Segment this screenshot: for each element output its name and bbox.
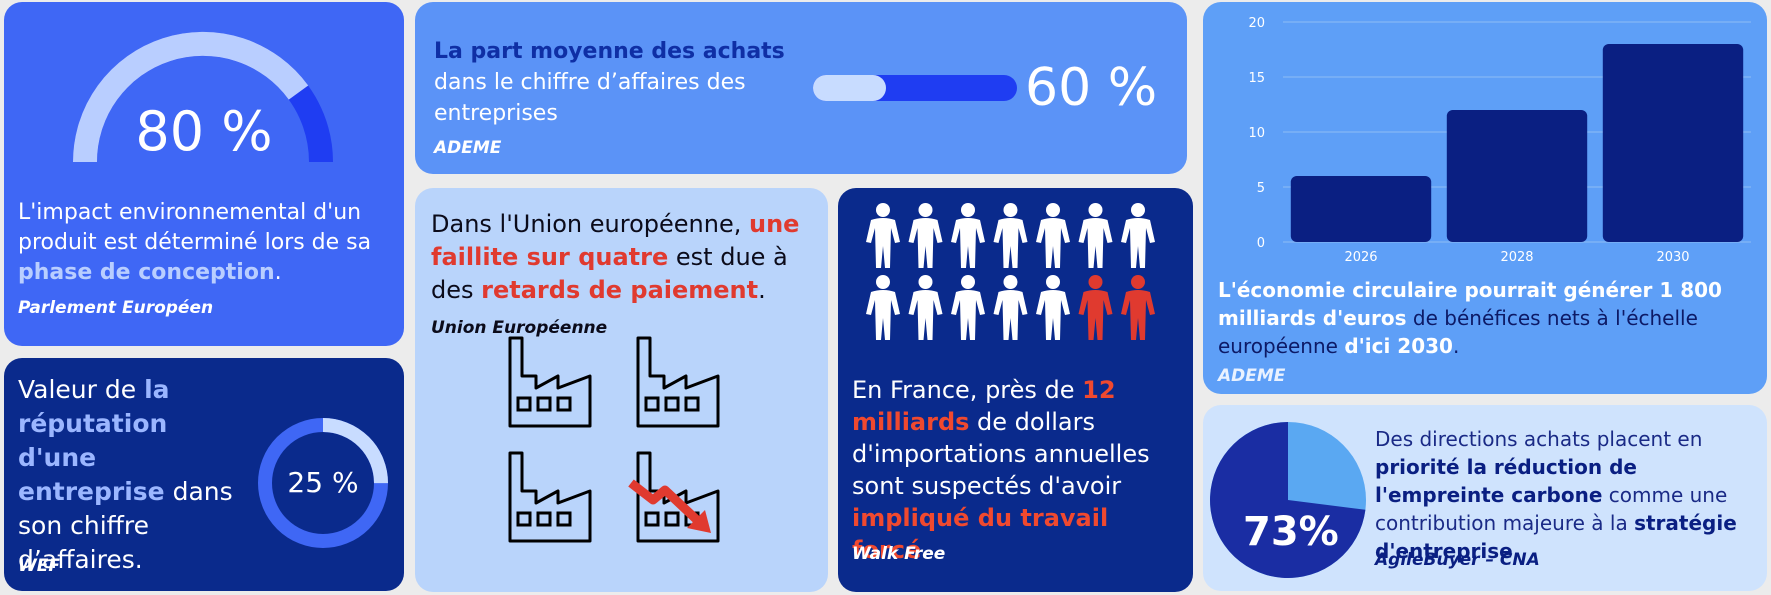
person-icon [866, 275, 900, 340]
person-icon [1078, 203, 1113, 268]
person-icon [1036, 275, 1070, 340]
card-text: La part moyenne des achats dans le chiff… [434, 36, 814, 129]
y-tick-label: 5 [1257, 181, 1265, 196]
person-icon [951, 203, 985, 268]
bar-chart: 0 5 10 15 20 2026 2028 2030 [1248, 16, 1751, 264]
text-red: 12 milliards [852, 376, 1116, 436]
card-text: Des directions achats placent en priorit… [1375, 425, 1760, 565]
text-part: dans son chiffre d’affaires. [18, 477, 233, 574]
text-highlight: phase de conception [18, 260, 275, 285]
pie-slice [1210, 422, 1366, 578]
factory-icon [508, 451, 592, 543]
factory-icon [508, 336, 592, 428]
donut-ring [258, 418, 388, 548]
gauge-value: 80 % [135, 100, 273, 163]
progress-value: 60 % [1025, 58, 1158, 118]
progress-bar [813, 75, 1017, 101]
text-part: . [1512, 539, 1520, 563]
text-part: . [1452, 334, 1460, 358]
text-part: de dollars d'importations annuelles sont… [852, 408, 1150, 500]
person-icon [993, 203, 1028, 268]
stat-card-purchases: La part moyenne des achats dans le chiff… [415, 2, 1187, 174]
stat-card-carbon: 73% Des directions achats placent en pri… [1203, 405, 1767, 591]
factory-grid [508, 336, 720, 543]
person-icon-highlighted [1078, 275, 1113, 340]
text-part: comme une contribution majeure à la [1375, 483, 1728, 535]
person-icon [951, 275, 985, 340]
text-red: une faillite sur quatre [431, 210, 800, 271]
stat-card-circular-economy: 0 5 10 15 20 2026 2028 2030 L'économie circulai… [1203, 2, 1767, 394]
ring-value: 25 % [287, 466, 359, 499]
source-label: Parlement Européen [18, 298, 214, 318]
y-tick-label: 0 [1257, 236, 1265, 251]
text-part: Valeur de [18, 375, 145, 404]
card-text: L'impact environnemental d'un produit es… [18, 198, 398, 288]
text-highlight: priorité la réduction de l'empreinte car… [1375, 455, 1637, 507]
text-highlight: La part moyenne des achats [434, 39, 785, 64]
text-part: Des directions achats placent en [1375, 427, 1703, 451]
text-part: . [921, 536, 929, 564]
text-part: En France, près de [852, 376, 1083, 404]
gauge-fill [73, 31, 309, 162]
card-text: L'économie circulaire pourrait générer 1… [1218, 276, 1758, 360]
source-label: WEF [18, 556, 60, 576]
ring-fill [258, 418, 388, 548]
factory-icon [636, 336, 720, 428]
person-icon-highlighted [1121, 275, 1155, 340]
source-label: Walk Free [852, 544, 946, 564]
card-text: En France, près de 12 milliards de dolla… [852, 374, 1187, 566]
card-text: Dans l'Union européenne, une faillite su… [431, 208, 821, 307]
person-icon [1121, 203, 1155, 268]
person-icon [1036, 203, 1070, 268]
source-label: ADEME [434, 138, 502, 158]
stat-card-reputation: Valeur de la réputation d'une entreprise… [4, 358, 404, 591]
text-part: est due à des [431, 243, 788, 304]
text-highlight: L'économie circulaire pourrait générer 1… [1218, 278, 1722, 330]
person-icon [908, 275, 943, 340]
stat-card-conception: 80 % L'impact environnemental d'un produ… [4, 2, 404, 346]
source-label: Union Européenne [431, 318, 608, 338]
person-icon [993, 275, 1028, 340]
text-highlight: la réputation d'une entreprise [18, 375, 170, 506]
text-part: . [758, 276, 766, 304]
x-tick-label: 2026 [1344, 250, 1377, 264]
text-part: dans le chiffre d’affaires des entrepris… [434, 70, 746, 126]
bar [1602, 44, 1744, 242]
text-highlight: stratégie d'entreprise [1375, 511, 1737, 563]
decline-arrow-icon [628, 479, 701, 524]
source-label: ADEME [1218, 366, 1286, 386]
gauge [73, 31, 333, 162]
text-part: de bénéfices nets à l'échelle européenne [1218, 306, 1698, 358]
text-red: impliqué du travail forcé [852, 504, 1109, 564]
text-part: L'impact environnemental d'un produit es… [18, 200, 372, 255]
person-icon [866, 203, 900, 268]
text-highlight: d'ici 2030 [1344, 334, 1453, 358]
x-tick-label: 2030 [1656, 250, 1689, 264]
pie-value: 73% [1243, 509, 1339, 555]
people-grid [866, 203, 1155, 340]
stat-card-bankruptcy: Dans l'Union européenne, une faillite su… [415, 188, 828, 592]
y-tick-label: 10 [1248, 126, 1265, 141]
bar [1446, 110, 1588, 242]
y-tick-label: 15 [1248, 71, 1265, 86]
text-part: . [274, 260, 282, 285]
source-label: AgileBuyer – CNA [1375, 550, 1540, 570]
stat-card-forced-labour: En France, près de 12 milliards de dolla… [838, 188, 1193, 592]
progress-fill [813, 75, 887, 101]
x-tick-label: 2028 [1500, 250, 1533, 264]
person-icon [908, 203, 943, 268]
arrow-head [687, 510, 711, 533]
card-text: Valeur de la réputation d'une entreprise… [18, 373, 248, 577]
bar [1290, 176, 1432, 242]
y-tick-label: 20 [1248, 16, 1265, 31]
text-part: Dans l'Union européenne, [431, 210, 749, 238]
pie-chart [1210, 422, 1366, 578]
text-red: retards de paiement [481, 276, 759, 304]
